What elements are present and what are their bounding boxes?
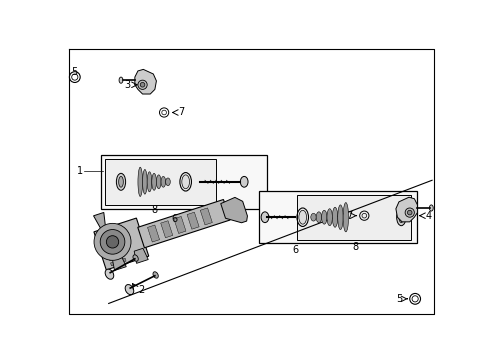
Ellipse shape [153,272,158,278]
Circle shape [100,230,125,254]
Ellipse shape [143,170,147,194]
Ellipse shape [138,167,143,197]
Ellipse shape [316,212,321,222]
Ellipse shape [332,207,338,227]
Ellipse shape [299,210,307,224]
Text: 2: 2 [138,285,144,294]
Ellipse shape [119,176,123,187]
Text: 8: 8 [152,205,158,215]
Ellipse shape [399,212,404,222]
Ellipse shape [119,77,123,83]
Polygon shape [187,212,199,229]
Polygon shape [200,208,212,225]
Ellipse shape [327,209,332,226]
Polygon shape [138,199,230,248]
Polygon shape [147,225,160,242]
Polygon shape [112,256,126,270]
Ellipse shape [166,178,171,186]
Polygon shape [134,248,148,264]
Text: 5: 5 [72,67,78,77]
Text: 8: 8 [352,242,358,252]
Bar [259,191,416,243]
Polygon shape [105,243,121,251]
Text: 3: 3 [124,80,130,90]
Polygon shape [396,197,417,222]
Ellipse shape [125,284,134,294]
Ellipse shape [105,269,114,279]
Text: 6: 6 [293,244,299,255]
Bar [101,155,267,209]
Bar [297,195,411,239]
Ellipse shape [156,175,161,189]
Ellipse shape [321,210,327,224]
Text: 5: 5 [396,294,403,304]
Polygon shape [94,218,149,270]
Ellipse shape [147,172,152,192]
Ellipse shape [338,205,343,230]
Ellipse shape [161,176,166,187]
Ellipse shape [152,173,156,190]
Text: 6: 6 [171,214,177,224]
Polygon shape [107,248,122,256]
Text: 1: 1 [77,166,83,176]
Text: 7: 7 [346,211,352,221]
Polygon shape [100,228,116,235]
Text: 7: 7 [178,108,184,117]
Polygon shape [161,221,173,238]
Polygon shape [221,197,247,223]
Polygon shape [174,216,186,234]
Circle shape [408,210,412,215]
Polygon shape [104,238,120,245]
Bar [105,159,217,205]
Ellipse shape [261,212,269,222]
Polygon shape [109,253,124,261]
Polygon shape [102,233,118,240]
Circle shape [106,236,119,248]
Ellipse shape [343,203,348,232]
Ellipse shape [397,209,406,226]
Ellipse shape [117,173,125,190]
Ellipse shape [133,255,138,261]
Polygon shape [94,212,106,229]
Ellipse shape [182,175,190,189]
Polygon shape [135,69,156,94]
Polygon shape [110,258,126,266]
Ellipse shape [241,176,248,187]
Ellipse shape [429,205,433,211]
Text: 4: 4 [425,211,431,221]
Circle shape [405,208,415,217]
Circle shape [94,223,131,260]
Circle shape [138,80,147,89]
Ellipse shape [311,213,316,221]
Circle shape [140,82,145,87]
